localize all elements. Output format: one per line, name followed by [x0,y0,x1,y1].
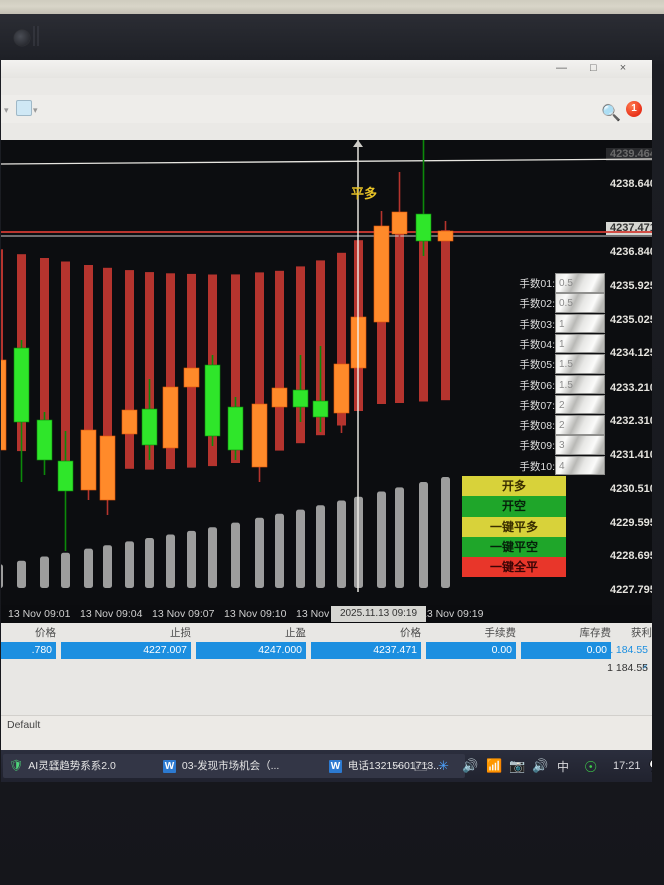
svg-text:平多: 平多 [351,186,377,201]
